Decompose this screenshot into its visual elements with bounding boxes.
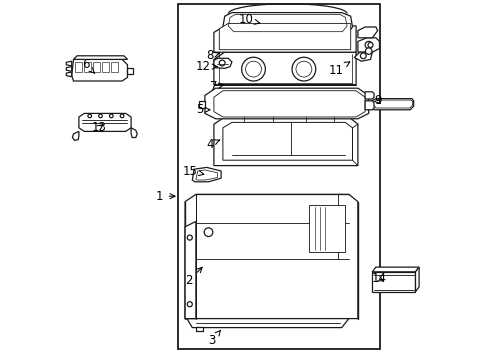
Polygon shape xyxy=(365,101,373,110)
Circle shape xyxy=(99,114,102,118)
Circle shape xyxy=(291,57,315,81)
Polygon shape xyxy=(223,122,352,160)
Polygon shape xyxy=(66,72,72,77)
Text: 7: 7 xyxy=(210,80,223,93)
Text: 4: 4 xyxy=(206,138,219,150)
Polygon shape xyxy=(72,59,127,81)
Text: 1: 1 xyxy=(156,190,175,203)
Text: 14: 14 xyxy=(371,273,386,285)
Circle shape xyxy=(245,61,261,77)
Bar xyxy=(102,62,108,72)
Polygon shape xyxy=(357,38,379,52)
Polygon shape xyxy=(127,68,133,74)
Circle shape xyxy=(365,41,371,49)
Polygon shape xyxy=(196,327,203,331)
Text: 13: 13 xyxy=(91,121,106,134)
Text: 10: 10 xyxy=(238,13,259,26)
Polygon shape xyxy=(371,99,413,110)
Text: 15: 15 xyxy=(182,165,203,177)
Polygon shape xyxy=(357,27,377,38)
Polygon shape xyxy=(185,221,196,319)
Polygon shape xyxy=(223,13,352,34)
Text: 8: 8 xyxy=(206,49,219,62)
Polygon shape xyxy=(219,23,350,50)
Polygon shape xyxy=(213,117,357,166)
Text: 11: 11 xyxy=(328,62,349,77)
Text: 9: 9 xyxy=(373,94,381,107)
Circle shape xyxy=(187,302,192,307)
Circle shape xyxy=(109,114,113,118)
Text: 5: 5 xyxy=(195,103,209,116)
Text: 3: 3 xyxy=(208,330,220,347)
Bar xyxy=(178,4,379,349)
Polygon shape xyxy=(371,267,418,272)
Bar xyxy=(111,62,118,72)
Polygon shape xyxy=(213,58,231,68)
Polygon shape xyxy=(371,272,415,292)
Polygon shape xyxy=(79,113,131,131)
Polygon shape xyxy=(131,128,137,138)
Polygon shape xyxy=(213,52,355,85)
Polygon shape xyxy=(73,56,127,59)
Bar xyxy=(309,205,345,252)
Circle shape xyxy=(187,235,192,240)
Polygon shape xyxy=(373,100,412,108)
Polygon shape xyxy=(204,88,368,119)
Text: 12: 12 xyxy=(195,60,217,73)
Circle shape xyxy=(295,61,311,77)
Circle shape xyxy=(360,53,366,59)
Polygon shape xyxy=(192,167,221,182)
Polygon shape xyxy=(354,52,371,61)
Polygon shape xyxy=(66,61,72,66)
Polygon shape xyxy=(365,92,373,99)
Polygon shape xyxy=(72,131,79,140)
Circle shape xyxy=(367,42,372,48)
Polygon shape xyxy=(199,101,204,108)
Bar xyxy=(84,62,91,72)
Circle shape xyxy=(219,60,224,66)
Polygon shape xyxy=(415,267,418,292)
Circle shape xyxy=(88,114,91,118)
Circle shape xyxy=(365,48,371,54)
Bar xyxy=(93,62,100,72)
Polygon shape xyxy=(66,67,72,71)
Circle shape xyxy=(241,57,265,81)
Polygon shape xyxy=(185,194,357,319)
Bar xyxy=(75,62,81,72)
Polygon shape xyxy=(213,26,355,52)
Circle shape xyxy=(204,228,212,237)
Text: 6: 6 xyxy=(82,58,95,73)
Circle shape xyxy=(120,114,123,118)
Text: 2: 2 xyxy=(184,267,202,287)
Polygon shape xyxy=(186,319,348,328)
Polygon shape xyxy=(213,91,365,117)
